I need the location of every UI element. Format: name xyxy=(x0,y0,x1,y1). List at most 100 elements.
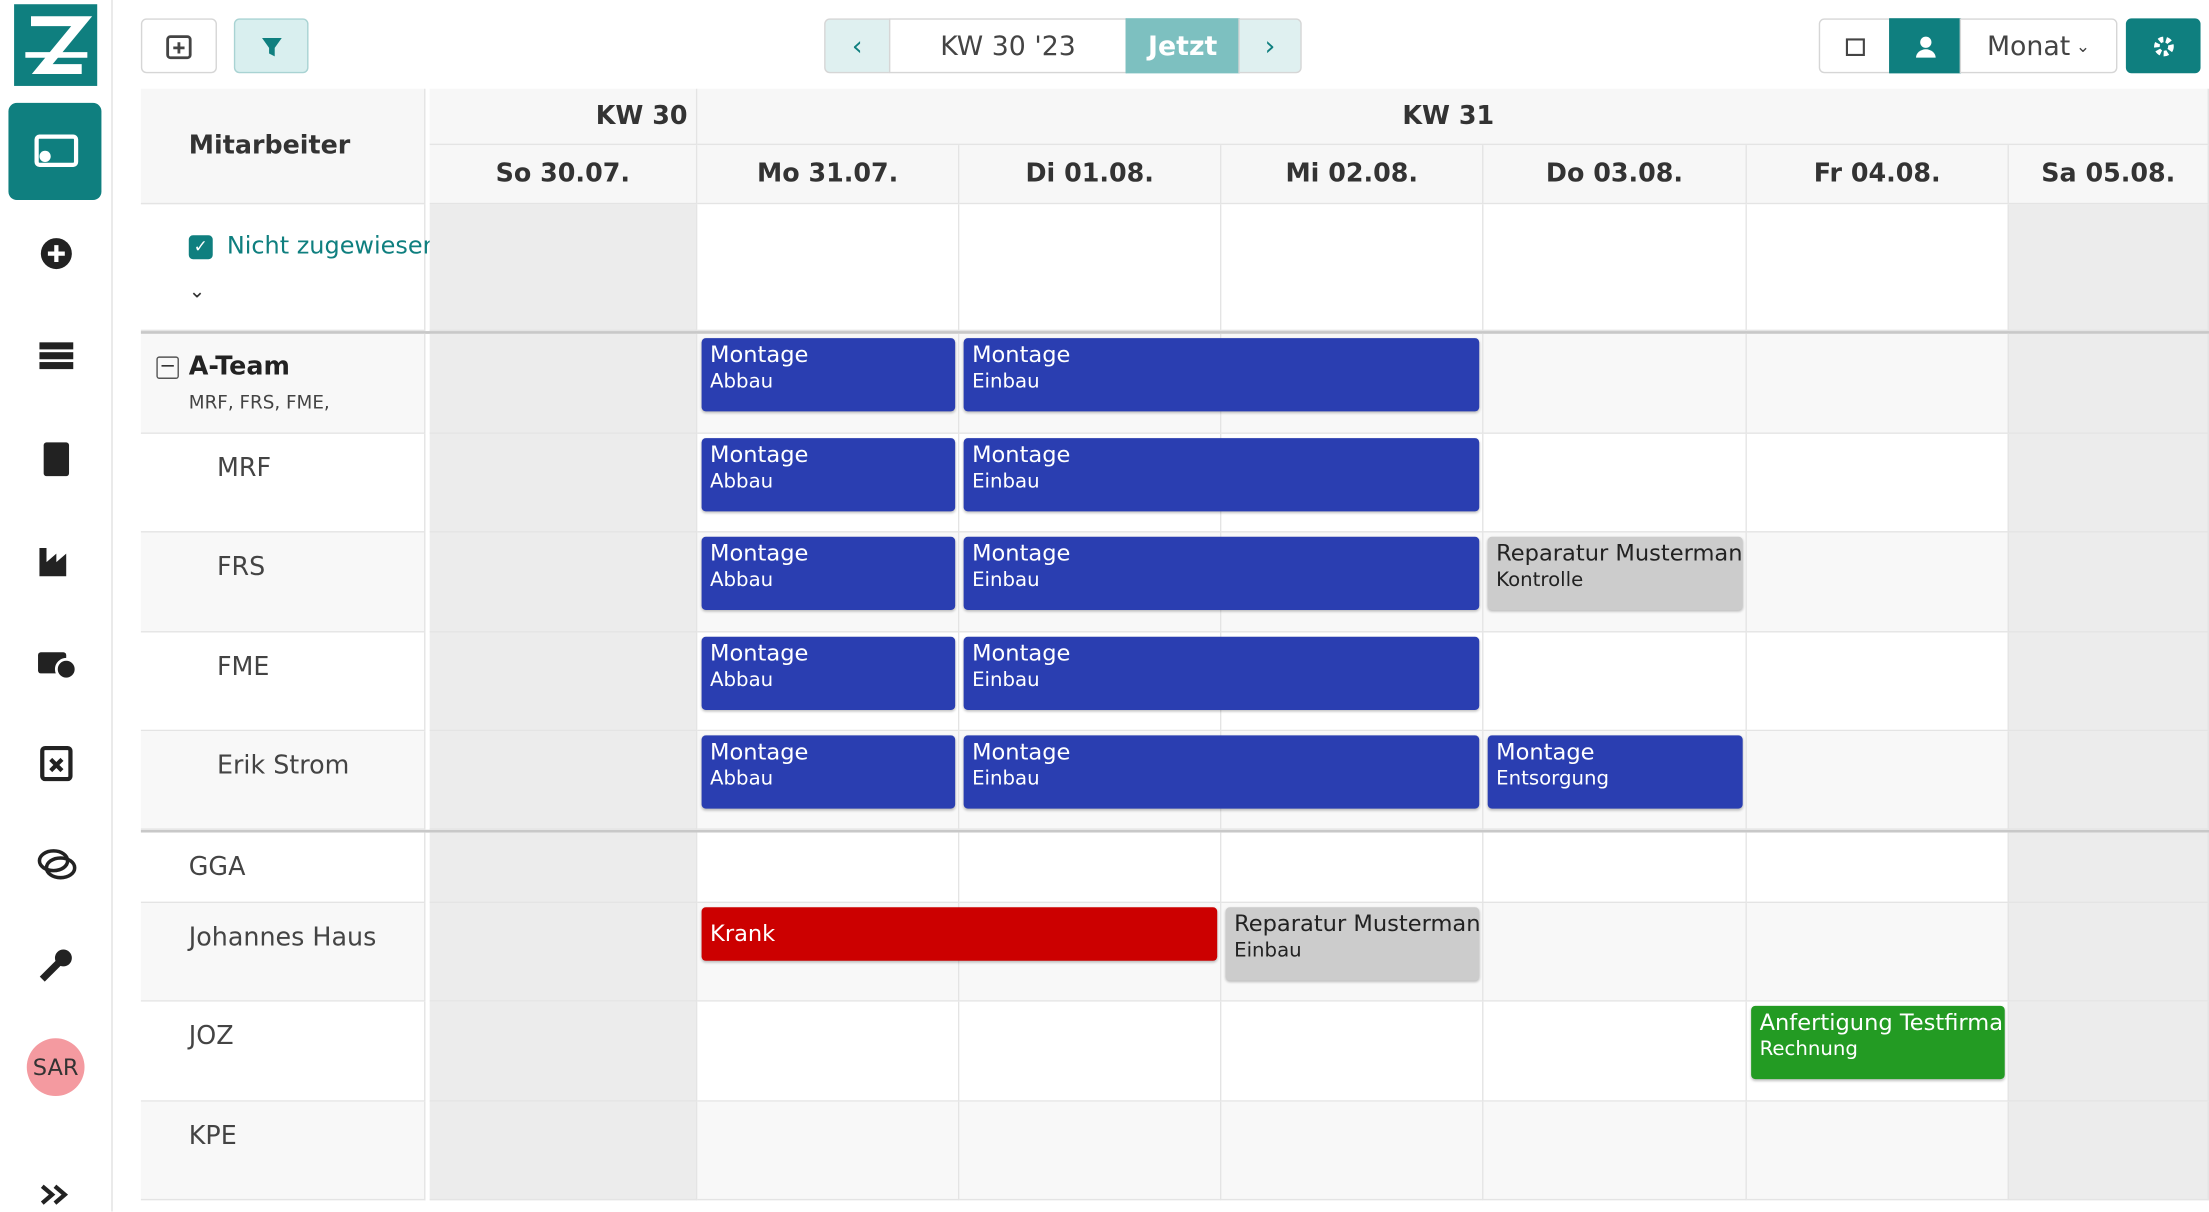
event-title: Montage xyxy=(972,440,1071,468)
day-cell xyxy=(1221,1101,1484,1201)
event-title: Montage xyxy=(710,440,809,468)
employee-row: − A-Team MRF, FRS, FME, xyxy=(140,333,426,434)
event-title: Reparatur Mustermann xyxy=(1234,910,1480,937)
day-header: Mi 02.08. xyxy=(1221,145,1484,205)
employee-name: KPE xyxy=(188,1121,237,1151)
day-cell xyxy=(1746,433,2009,533)
day-cell xyxy=(1483,903,1747,1002)
unassigned-cell xyxy=(1746,204,2009,332)
event[interactable]: Montage Abbau xyxy=(701,338,956,412)
expand-sidebar[interactable] xyxy=(34,1172,79,1211)
event[interactable]: Krank xyxy=(701,907,1218,961)
employee-row: Erik Strom xyxy=(140,731,426,830)
unassigned-cell xyxy=(429,204,698,332)
employee-name: MRF xyxy=(216,453,272,484)
event[interactable]: Montage Entsorgung xyxy=(1487,735,1743,809)
day-cell xyxy=(1483,1001,1747,1102)
nav-tools[interactable] xyxy=(34,942,79,987)
logo[interactable] xyxy=(14,4,98,86)
event-subtitle: Einbau xyxy=(972,569,1040,592)
event[interactable]: Montage Einbau xyxy=(963,536,1480,611)
unassigned-row: ✓ Nicht zugewiesen ⌄ xyxy=(140,204,438,332)
event-subtitle: Abbau xyxy=(710,370,774,394)
event-title: Krank xyxy=(710,919,776,947)
avatar[interactable]: SAR xyxy=(26,1038,85,1097)
day-cell xyxy=(2008,903,2209,1002)
day-cell xyxy=(429,333,698,434)
day-cell xyxy=(697,832,960,904)
unassigned-cell xyxy=(2008,204,2209,332)
event-title: Montage xyxy=(1496,738,1595,765)
day-cell xyxy=(959,832,1222,904)
day-cell xyxy=(2008,1001,2209,1102)
day-cell xyxy=(429,1001,698,1102)
event[interactable]: Montage Einbau xyxy=(963,438,1480,512)
collapse-toggle[interactable]: − xyxy=(156,356,179,379)
column-title: Mitarbeiter xyxy=(140,88,426,205)
day-cell xyxy=(1746,333,2009,434)
add-button[interactable] xyxy=(140,18,217,74)
day-cell xyxy=(2008,632,2209,732)
event[interactable]: Reparatur Mustermann Einbau xyxy=(1225,907,1480,981)
group-separator xyxy=(140,829,2209,833)
event-title: Montage xyxy=(972,738,1071,765)
day-cell xyxy=(1746,903,2009,1002)
employee-name: FME xyxy=(216,652,270,682)
event-subtitle: Abbau xyxy=(710,470,774,494)
view-label: Monat xyxy=(1986,30,2071,62)
nav-tasks[interactable] xyxy=(34,435,79,480)
event[interactable]: Anfertigung Testfirma Rechnung xyxy=(1751,1005,2005,1080)
filter-button[interactable] xyxy=(233,18,309,74)
day-cell xyxy=(2008,1101,2209,1201)
day-header: Fr 04.08. xyxy=(1746,145,2009,205)
event[interactable]: Montage Einbau xyxy=(963,636,1480,711)
nav-add[interactable] xyxy=(34,231,79,276)
unassigned-cell xyxy=(697,204,960,332)
event[interactable]: Reparatur Mustermann Kontrolle xyxy=(1487,536,1743,611)
event-subtitle: Einbau xyxy=(972,669,1040,692)
nav-factory[interactable] xyxy=(34,537,79,582)
employee-row: KPE xyxy=(140,1101,426,1201)
employee-view[interactable] xyxy=(1889,18,1962,74)
employee-row: JOZ xyxy=(140,1001,426,1102)
next-button[interactable]: › xyxy=(1238,18,1302,74)
event[interactable]: Montage Abbau xyxy=(701,536,956,611)
unassigned-cell xyxy=(1221,204,1484,332)
event-subtitle: Abbau xyxy=(710,569,774,592)
day-cell xyxy=(1483,1101,1747,1201)
event[interactable]: Montage Abbau xyxy=(701,735,956,809)
nav-chat[interactable] xyxy=(34,841,79,886)
day-header: Mo 31.07. xyxy=(697,145,960,205)
event[interactable]: Montage Einbau xyxy=(963,735,1480,809)
event-title: Montage xyxy=(972,539,1071,567)
event-subtitle: Einbau xyxy=(972,370,1040,394)
unassigned-cell xyxy=(1483,204,1747,332)
day-cell xyxy=(429,532,698,633)
today-button[interactable]: Jetzt xyxy=(1125,18,1240,74)
event[interactable]: Montage Abbau xyxy=(701,636,956,711)
prev-button[interactable]: ‹ xyxy=(824,18,891,74)
unassigned-checkbox[interactable]: ✓ xyxy=(188,235,213,260)
employee-name: FRS xyxy=(216,552,266,582)
day-cell xyxy=(1483,333,1747,434)
nav-absence[interactable] xyxy=(34,740,79,785)
schedule-grid: Mitarbeiter ✓ Nicht zugewiesen ⌄ KW 30 KW… xyxy=(140,88,2209,1212)
nav-list[interactable] xyxy=(34,332,79,377)
nav-planner[interactable] xyxy=(8,102,102,201)
unassigned-cell xyxy=(959,204,1222,332)
sidebar: SAR xyxy=(0,0,113,1212)
event[interactable]: Montage Einbau xyxy=(963,338,1480,412)
event-subtitle: Abbau xyxy=(710,767,774,791)
view-select[interactable]: Monat ⌄ xyxy=(1959,18,2118,74)
day-cell xyxy=(1746,731,2009,830)
employee-name: JOZ xyxy=(188,1021,234,1051)
unassigned-toggle[interactable]: ⌄ xyxy=(188,280,206,303)
event-title: Montage xyxy=(710,639,809,667)
team-name: A-Team xyxy=(188,352,290,382)
nav-jobs[interactable] xyxy=(34,638,79,683)
group-separator xyxy=(140,331,2209,334)
settings-button[interactable] xyxy=(2125,18,2201,74)
calendar-view[interactable] xyxy=(1818,18,1891,74)
event[interactable]: Montage Abbau xyxy=(701,438,956,512)
